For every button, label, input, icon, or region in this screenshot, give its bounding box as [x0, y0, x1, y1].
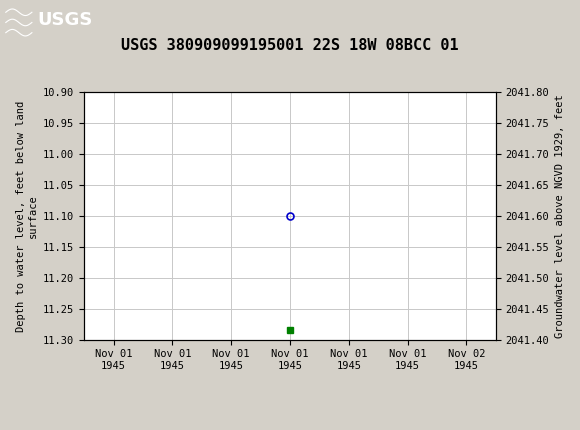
Y-axis label: Depth to water level, feet below land
surface: Depth to water level, feet below land su… [16, 101, 38, 332]
Y-axis label: Groundwater level above NGVD 1929, feet: Groundwater level above NGVD 1929, feet [555, 94, 565, 338]
Text: USGS: USGS [38, 12, 93, 29]
Text: USGS 380909099195001 22S 18W 08BCC 01: USGS 380909099195001 22S 18W 08BCC 01 [121, 38, 459, 52]
